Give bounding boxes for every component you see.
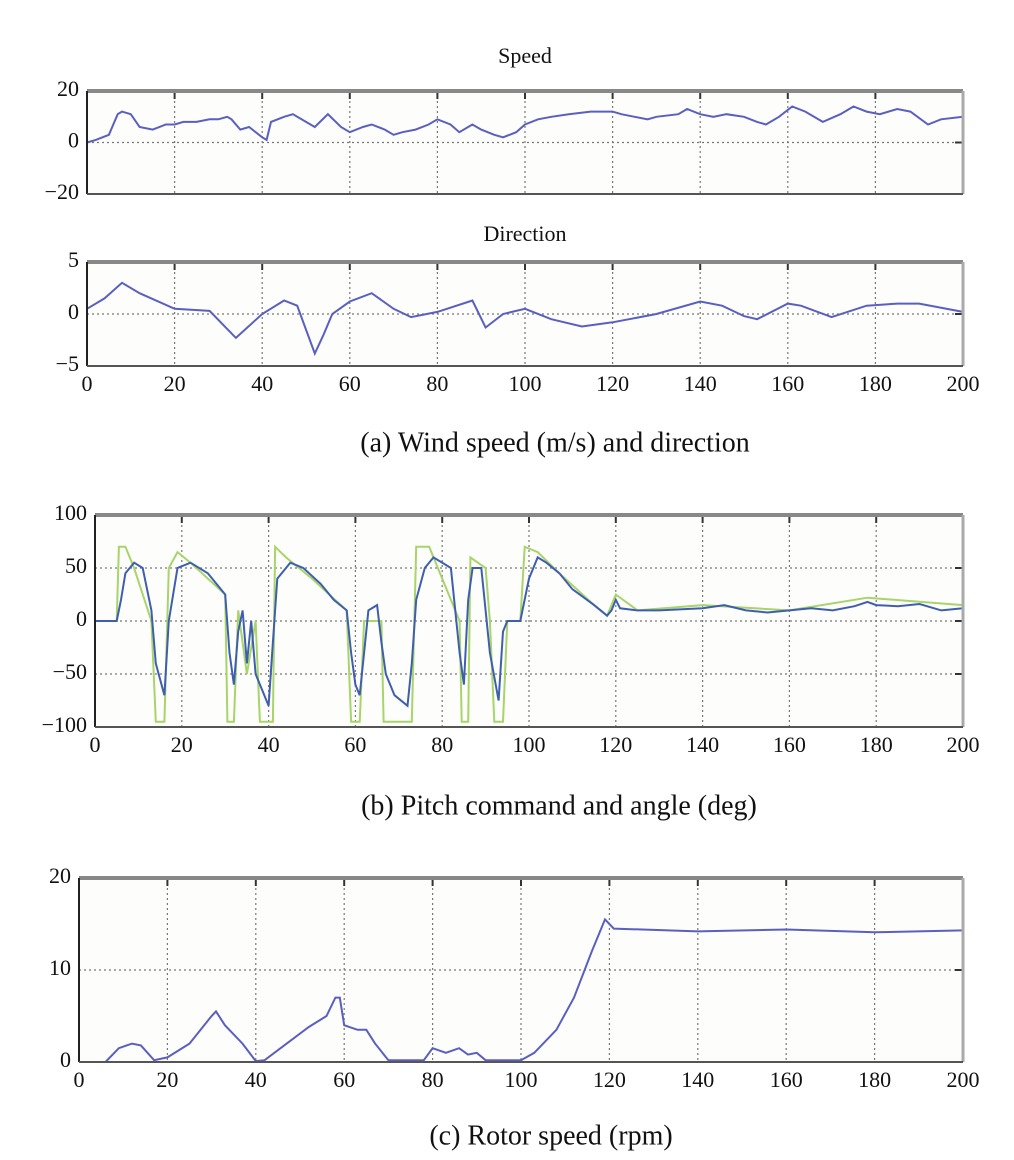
caption: (a) Wind speed (m/s) and direction (360, 427, 749, 458)
y-tick-label: 100 (54, 500, 87, 525)
x-tick-label: 20 (156, 1067, 178, 1092)
y-tick-label: 0 (68, 128, 79, 153)
y-tick-label: −5 (56, 351, 79, 376)
x-tick-label: 200 (947, 1067, 980, 1092)
y-tick-label: −50 (53, 659, 87, 684)
data-line (79, 917, 964, 1063)
x-tick-label: 180 (858, 1067, 891, 1092)
data-line (95, 544, 964, 723)
y-tick-label: 0 (68, 299, 79, 324)
x-tick-label: 40 (251, 371, 273, 396)
data-line (86, 281, 964, 357)
y-tick-label: 0 (76, 606, 87, 631)
x-tick-label: 140 (681, 1067, 714, 1092)
x-tick-label: 0 (82, 371, 93, 396)
x-tick-label: 120 (593, 1067, 626, 1092)
caption: (c) Rotor speed (rpm) (429, 1120, 672, 1151)
x-tick-label: 160 (770, 1067, 803, 1092)
x-tick-label: 140 (684, 371, 717, 396)
y-tick-label: −100 (42, 712, 87, 737)
x-tick-label: 40 (245, 1067, 267, 1092)
y-tick-label: 10 (49, 955, 71, 980)
x-tick-label: 100 (513, 732, 546, 757)
x-tick-label: 180 (859, 371, 892, 396)
x-tick-label: 80 (431, 732, 453, 757)
y-tick-label: 5 (68, 247, 79, 272)
x-tick-label: 80 (426, 371, 448, 396)
x-tick-label: 20 (171, 732, 193, 757)
x-tick-label: 20 (164, 371, 186, 396)
y-tick-label: 20 (49, 863, 71, 888)
y-tick-label: −20 (45, 179, 79, 204)
x-tick-label: 100 (509, 371, 542, 396)
x-tick-label: 200 (947, 732, 980, 757)
x-tick-label: 80 (422, 1067, 444, 1092)
x-tick-label: 180 (860, 732, 893, 757)
x-tick-label: 40 (258, 732, 280, 757)
data-line (95, 555, 964, 708)
y-tick-label: 50 (65, 553, 87, 578)
x-tick-label: 120 (599, 732, 632, 757)
chart-title: Speed (498, 43, 552, 68)
y-tick-label: 20 (57, 76, 79, 101)
caption: (b) Pitch command and angle (deg) (361, 790, 757, 821)
x-tick-label: 0 (74, 1067, 85, 1092)
x-tick-label: 60 (344, 732, 366, 757)
chart-title: Direction (483, 221, 566, 246)
x-tick-label: 120 (596, 371, 629, 396)
x-tick-label: 60 (339, 371, 361, 396)
x-tick-label: 200 (947, 371, 980, 396)
x-tick-label: 0 (90, 732, 101, 757)
x-tick-label: 160 (773, 732, 806, 757)
x-tick-label: 60 (333, 1067, 355, 1092)
x-tick-label: 100 (505, 1067, 538, 1092)
data-line (86, 105, 964, 144)
y-tick-label: 0 (60, 1047, 71, 1072)
x-tick-label: 140 (686, 732, 719, 757)
x-tick-label: 160 (771, 371, 804, 396)
